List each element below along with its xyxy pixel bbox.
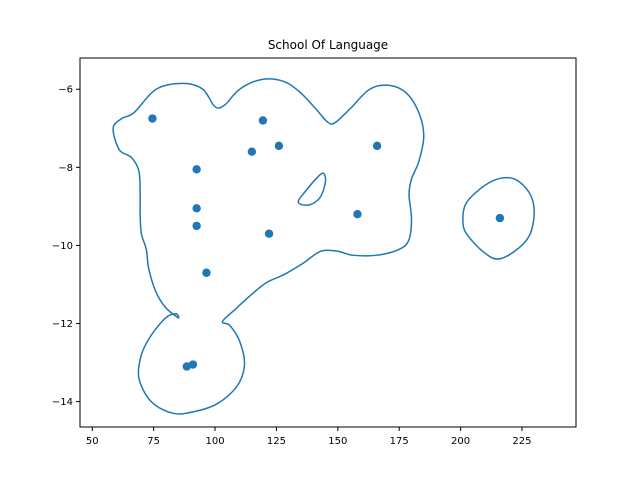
plot-frame <box>79 57 577 428</box>
x-tick-label: 125 <box>267 436 286 447</box>
y-tick-label: −14 <box>52 397 73 408</box>
scatter-point <box>258 116 268 125</box>
y-tick-label: −12 <box>52 319 73 330</box>
x-tick-label: 100 <box>206 436 225 447</box>
y-tick-label: −6 <box>58 85 73 96</box>
x-tick-label: 150 <box>328 436 347 447</box>
scatter-point <box>274 141 284 151</box>
density-contour-right-ellipse <box>462 176 536 260</box>
scatter-point <box>148 114 157 123</box>
x-axis: 50 75 100 125 150 175 200 225 <box>86 427 532 447</box>
scatter-point <box>192 204 201 213</box>
scatter-point <box>353 209 362 219</box>
scatter-point <box>202 268 211 277</box>
y-axis: −6 −8 −10 −12 −14 <box>52 85 80 408</box>
x-tick-label: 75 <box>147 436 160 447</box>
scatter-point <box>192 165 201 174</box>
scatter-point <box>192 221 201 231</box>
scatter-point <box>247 147 257 156</box>
density-contour-inner-hole <box>297 172 327 206</box>
x-tick-label: 200 <box>451 436 470 447</box>
scatter-point <box>188 360 198 369</box>
y-tick-label: −8 <box>58 163 73 174</box>
point-layer <box>148 114 505 371</box>
y-tick-label: −10 <box>52 241 73 252</box>
density-contour-main-region <box>112 78 425 415</box>
chart-title: School Of Language <box>268 38 388 52</box>
scatter-point <box>372 141 382 151</box>
x-tick-label: 225 <box>512 436 531 447</box>
scatter-point <box>495 213 505 223</box>
x-tick-label: 50 <box>86 436 99 447</box>
scatter-point <box>264 229 274 238</box>
contour-layer <box>112 78 536 415</box>
x-tick-label: 175 <box>390 436 409 447</box>
